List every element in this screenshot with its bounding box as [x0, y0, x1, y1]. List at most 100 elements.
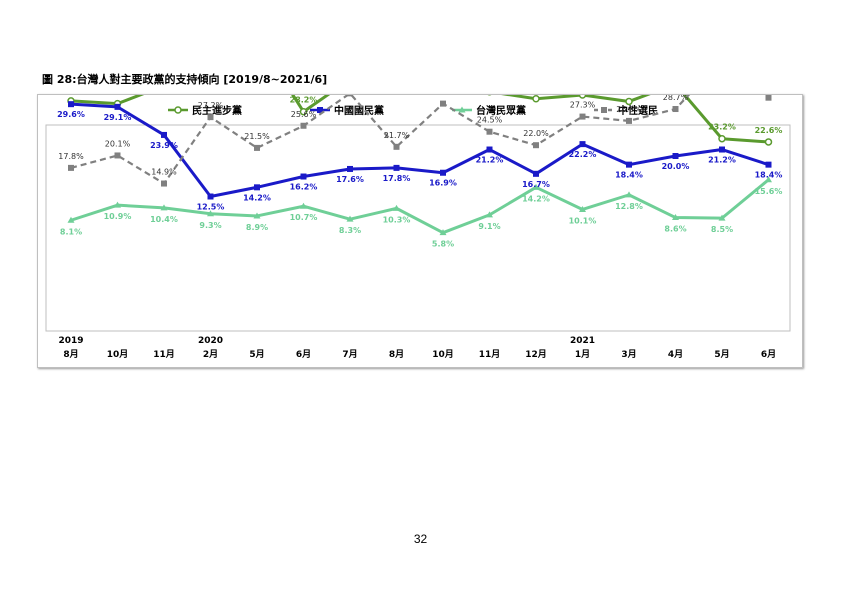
chart-frame: 民主進步黨 中國國民黨 台灣民眾黨 中性選民 30.2%29.7%33.0%41.1%…: [37, 94, 803, 368]
marker-3-12: [626, 117, 632, 124]
marker-2-8: [439, 229, 447, 236]
marker-3-0: [68, 164, 74, 171]
marker-0-12: [625, 97, 633, 106]
series-line-1: [70, 102, 769, 198]
data-label-3-10: 22.0%: [523, 129, 549, 138]
marker-3-3: [207, 114, 214, 121]
x-tick-label-1: 10月: [107, 349, 129, 360]
marker-3-6: [347, 95, 353, 97]
data-label-1-5: 16.2%: [290, 183, 318, 192]
marker-0-11: [578, 95, 587, 99]
marker-1-4: [254, 184, 260, 191]
data-label-1-12: 18.4%: [615, 171, 643, 180]
marker-1-6: [347, 165, 353, 172]
x-tick-label-8: 10月: [432, 349, 454, 360]
marker-1-7: [393, 164, 400, 171]
data-label-2-9: 9.1%: [478, 222, 500, 231]
data-label-0-1: 29.7%: [104, 95, 132, 97]
marker-0-10: [532, 95, 540, 103]
data-label-2-7: 10.3%: [383, 215, 411, 224]
marker-2-5: [300, 202, 307, 209]
marker-3-4: [254, 144, 260, 151]
data-label-2-6: 8.3%: [339, 226, 361, 235]
plot-area: [45, 124, 791, 332]
legend-marker-1: [317, 107, 323, 113]
marker-2-15: [765, 176, 772, 183]
data-label-1-15: 18.4%: [755, 171, 783, 180]
data-label-1-13: 20.0%: [662, 162, 690, 171]
marker-3-1: [114, 152, 121, 159]
x-year-label-1: 2020: [198, 336, 223, 346]
marker-3-7: [393, 143, 400, 150]
marker-1-5: [300, 173, 307, 180]
data-label-2-12: 12.8%: [615, 202, 643, 211]
legend-label-0: 民主進步黨: [192, 104, 242, 117]
marker-2-0: [67, 216, 75, 223]
marker-2-12: [625, 191, 633, 198]
marker-1-3: [207, 193, 214, 200]
x-tick-label-11: 1月: [575, 349, 590, 360]
marker-2-3: [207, 210, 214, 217]
marker-2-4: [253, 212, 261, 219]
data-label-2-2: 10.4%: [150, 215, 178, 224]
data-label-3-9: 24.5%: [477, 116, 503, 125]
x-tick-label-2: 11月: [153, 349, 175, 360]
marker-1-11: [579, 141, 586, 148]
data-label-3-0: 17.8%: [58, 152, 84, 161]
legend-marker-2: [458, 106, 466, 113]
data-label-3-1: 20.1%: [105, 139, 131, 148]
marker-1-8: [440, 169, 446, 176]
data-label-0-5: 28.2%: [290, 96, 318, 105]
data-label-1-8: 16.9%: [429, 179, 457, 188]
marker-1-9: [486, 146, 493, 153]
marker-2-10: [532, 183, 540, 190]
data-label-1-9: 21.2%: [476, 156, 504, 165]
marker-2-6: [346, 215, 354, 222]
data-label-2-4: 8.9%: [246, 223, 268, 232]
marker-2-11: [579, 205, 586, 212]
x-year-label-2: 2021: [570, 336, 595, 346]
data-label-1-11: 22.2%: [569, 150, 597, 159]
data-label-2-14: 8.5%: [711, 225, 733, 234]
legend-label-3: 中性選民: [618, 104, 658, 117]
x-tick-label-7: 8月: [389, 349, 404, 360]
marker-2-14: [718, 214, 726, 221]
marker-1-0: [68, 101, 74, 108]
marker-3-9: [486, 128, 493, 135]
marker-1-14: [719, 146, 725, 153]
marker-2-9: [486, 211, 493, 218]
data-label-1-7: 17.8%: [383, 174, 411, 183]
marker-2-7: [393, 204, 400, 211]
x-tick-label-3: 2月: [203, 349, 218, 360]
x-tick-label-15: 6月: [761, 349, 776, 360]
legend: 民主進步黨 中國國民黨 台灣民眾黨 中性選民: [168, 104, 658, 117]
marker-3-10: [533, 142, 539, 149]
data-label-1-1: 29.1%: [104, 113, 132, 122]
marker-3-5: [300, 122, 307, 129]
data-label-1-3: 12.5%: [197, 203, 225, 212]
x-tick-label-0: 8月: [63, 349, 78, 360]
data-label-0-15: 22.6%: [755, 126, 783, 135]
marker-2-1: [114, 201, 121, 208]
data-label-3-8: 29.7%: [430, 95, 456, 97]
x-tick-label-5: 6月: [296, 349, 311, 360]
x-tick-label-13: 4月: [668, 349, 683, 360]
data-label-3-5: 25.6%: [291, 110, 317, 119]
data-label-3-3: 27.2%: [198, 101, 224, 110]
data-label-3-4: 21.5%: [244, 132, 270, 141]
marker-1-13: [672, 153, 679, 159]
series-line-3: [70, 95, 770, 185]
marker-3-13: [672, 106, 679, 113]
data-label-2-10: 14.2%: [522, 194, 550, 203]
marker-0-14: [718, 134, 726, 143]
data-label-1-14: 21.2%: [708, 156, 736, 165]
data-label-2-15: 15.6%: [755, 187, 783, 196]
series-line-2: [70, 178, 770, 235]
series-layer: [67, 95, 773, 236]
line-chart: 民主進步黨 中國國民黨 台灣民眾黨 中性選民 30.2%29.7%33.0%41.1%…: [45, 95, 791, 360]
x-tick-label-14: 5月: [714, 349, 729, 360]
marker-1-10: [533, 170, 539, 177]
marker-3-11: [579, 113, 586, 120]
data-label-2-1: 10.9%: [104, 212, 132, 221]
data-label-2-8: 5.8%: [432, 240, 454, 249]
